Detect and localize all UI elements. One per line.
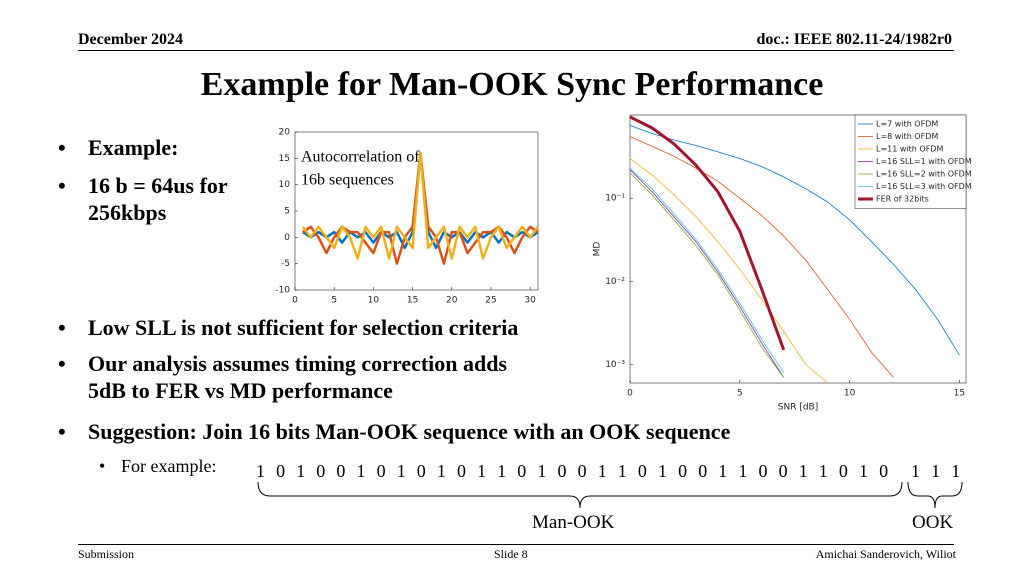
legend-label: L=16 SLL=1 with OFDM bbox=[876, 157, 972, 166]
bullet: • Suggestion: Join 16 bits Man-OOK sequen… bbox=[58, 419, 731, 444]
legend-label: L=8 with OFDM bbox=[876, 132, 938, 141]
bullet-text: 16 b = 64us for 256kbps bbox=[88, 173, 228, 225]
legend-label: L=7 with OFDM bbox=[876, 120, 938, 129]
sub-bullet-text: For example: bbox=[121, 456, 217, 476]
footer-right: Amichai Sanderovich, Wiliot bbox=[815, 547, 956, 561]
y-tick-label: 10⁻¹ bbox=[605, 194, 625, 204]
legend-label: FER of 32bits bbox=[876, 195, 929, 204]
footer-center: Slide 8 bbox=[494, 547, 528, 561]
ook-label: OOK bbox=[912, 512, 954, 533]
y-tick-label: -5 bbox=[281, 259, 290, 269]
series-line bbox=[629, 158, 828, 384]
x-tick-label: 15 bbox=[407, 296, 418, 306]
bullet-text: Low SLL is not sufficient for selection … bbox=[88, 315, 519, 340]
annotation: 16b sequences bbox=[301, 172, 394, 189]
legend-label: L=16 SLL=2 with OFDM bbox=[876, 170, 972, 179]
y-tick-label: 5 bbox=[284, 207, 290, 217]
autocorrelation-chart: 0 5 10 15 20 25 30 -10 -5 0 5 10 15 20 Autocorrelation… bbox=[275, 128, 540, 306]
bullet: • Low SLL is not sufficient for selection… bbox=[58, 315, 519, 340]
ook-bits: 1 1 1 bbox=[911, 461, 964, 481]
x-tick-label: 10 bbox=[844, 389, 856, 399]
footer-rule bbox=[78, 544, 954, 545]
sub-bullet: • For example: bbox=[99, 456, 217, 476]
header-date: December 2024 bbox=[78, 31, 183, 48]
bullet-text: Our analysis assumes timing correction a… bbox=[88, 351, 508, 403]
x-axis-label: SNR [dB] bbox=[778, 403, 818, 413]
man-ook-bits: 1 0 1 0 0 1 0 1 0 1 0 1 1 0 1 0 0 1 1 0 … bbox=[256, 461, 892, 481]
x-tick-label: 0 bbox=[292, 296, 298, 306]
header-doc: doc.: IEEE 802.11-24/1982r0 bbox=[756, 31, 952, 48]
x-tick-label: 5 bbox=[737, 389, 743, 399]
brace bbox=[257, 481, 903, 509]
x-tick-label: 5 bbox=[331, 296, 337, 306]
y-tick-label: 15 bbox=[279, 154, 290, 164]
x-tick-label: 30 bbox=[524, 296, 536, 306]
series-line bbox=[629, 125, 960, 356]
x-tick-label: 20 bbox=[446, 296, 458, 306]
bullet-text: Suggestion: Join 16 bits Man-OOK sequenc… bbox=[88, 419, 731, 444]
x-tick-label: 25 bbox=[485, 296, 496, 306]
series-line bbox=[301, 151, 540, 260]
y-tick-label: 10 bbox=[279, 180, 291, 190]
y-tick-label: 20 bbox=[279, 128, 291, 138]
series-line bbox=[629, 115, 786, 351]
bullet: • Our analysis assumes timing correction … bbox=[58, 351, 508, 403]
x-tick-label: 10 bbox=[368, 296, 380, 306]
y-axis-label: MD bbox=[593, 242, 603, 257]
legend-box bbox=[854, 114, 967, 209]
y-tick-label: 10⁻² bbox=[605, 277, 625, 287]
legend-label: L=11 with OFDM bbox=[876, 145, 943, 154]
bullet: • 16 b = 64us for 256kbps bbox=[58, 173, 228, 225]
md-chart: 0 5 10 15 10⁻³ 10⁻² 10⁻¹ SNR [dB] MD L=7 with OFD… bbox=[593, 114, 972, 413]
annotation: Autocorrelation of bbox=[301, 149, 420, 166]
slide-title: Example for Man-OOK Sync Performance bbox=[200, 66, 824, 103]
x-tick-label: 0 bbox=[627, 389, 633, 399]
footer-left: Submission bbox=[78, 547, 135, 561]
man-ook-label: Man-OOK bbox=[532, 512, 615, 533]
series-line bbox=[629, 172, 785, 378]
series-line bbox=[629, 136, 894, 378]
y-tick-label: 10⁻³ bbox=[605, 360, 625, 370]
y-tick-label: -10 bbox=[275, 286, 290, 296]
series-line bbox=[629, 167, 785, 373]
bullet-text: Example: bbox=[88, 135, 179, 160]
series-line bbox=[629, 169, 785, 378]
header-rule bbox=[78, 50, 954, 51]
x-tick-label: 15 bbox=[954, 389, 965, 399]
brace bbox=[907, 481, 963, 509]
bullet: • Example: bbox=[58, 135, 179, 160]
legend-label: L=16 SLL=3 with OFDM bbox=[876, 182, 972, 191]
y-tick-label: 0 bbox=[284, 233, 290, 243]
